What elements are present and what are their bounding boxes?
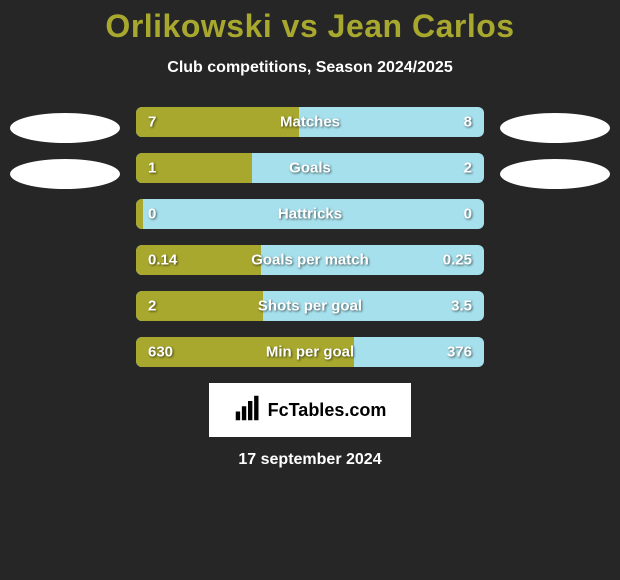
player-left-column	[10, 107, 120, 189]
stat-label: Goals per match	[251, 252, 369, 269]
brand-logo-text: FcTables.com	[268, 400, 387, 421]
stat-row: 0 Hattricks 0	[136, 199, 484, 229]
stat-value-left: 630	[148, 344, 173, 361]
stat-value-right: 0	[464, 206, 472, 223]
stat-label: Min per goal	[266, 344, 354, 361]
stats-area: 7 Matches 8 1 Goals 2 0 Hattricks 0 0.14 Goals per…	[0, 107, 620, 367]
stat-value-left: 2	[148, 298, 156, 315]
stat-label: Hattricks	[278, 206, 342, 223]
comparison-subtitle: Club competitions, Season 2024/2025	[0, 59, 620, 77]
stat-label: Shots per goal	[258, 298, 362, 315]
stat-row: 1 Goals 2	[136, 153, 484, 183]
stat-value-left: 0.14	[148, 252, 177, 269]
player-right-club-badge	[500, 159, 610, 189]
player-left-club-badge	[10, 159, 120, 189]
stat-row: 2 Shots per goal 3.5	[136, 291, 484, 321]
stat-value-right: 0.25	[443, 252, 472, 269]
stat-value-left: 0	[148, 206, 156, 223]
stat-row: 630 Min per goal 376	[136, 337, 484, 367]
stat-row: 7 Matches 8	[136, 107, 484, 137]
date-line: 17 september 2024	[0, 451, 620, 469]
player-right-avatar	[500, 113, 610, 143]
stat-label: Matches	[280, 114, 340, 131]
stat-label: Goals	[289, 160, 331, 177]
stat-value-right: 2	[464, 160, 472, 177]
player-right-column	[500, 107, 610, 189]
brand-logo-icon	[234, 394, 262, 427]
stat-value-left: 1	[148, 160, 156, 177]
stat-row: 0.14 Goals per match 0.25	[136, 245, 484, 275]
stat-bar-left	[136, 199, 143, 229]
stat-value-right: 8	[464, 114, 472, 131]
stat-value-left: 7	[148, 114, 156, 131]
comparison-title: Orlikowski vs Jean Carlos	[0, 8, 620, 45]
brand-logo-box[interactable]: FcTables.com	[209, 383, 411, 437]
stat-value-right: 3.5	[451, 298, 472, 315]
stat-value-right: 376	[447, 344, 472, 361]
stat-bars: 7 Matches 8 1 Goals 2 0 Hattricks 0 0.14 Goals per…	[136, 107, 484, 367]
stat-bar-left	[136, 107, 299, 137]
player-left-avatar	[10, 113, 120, 143]
